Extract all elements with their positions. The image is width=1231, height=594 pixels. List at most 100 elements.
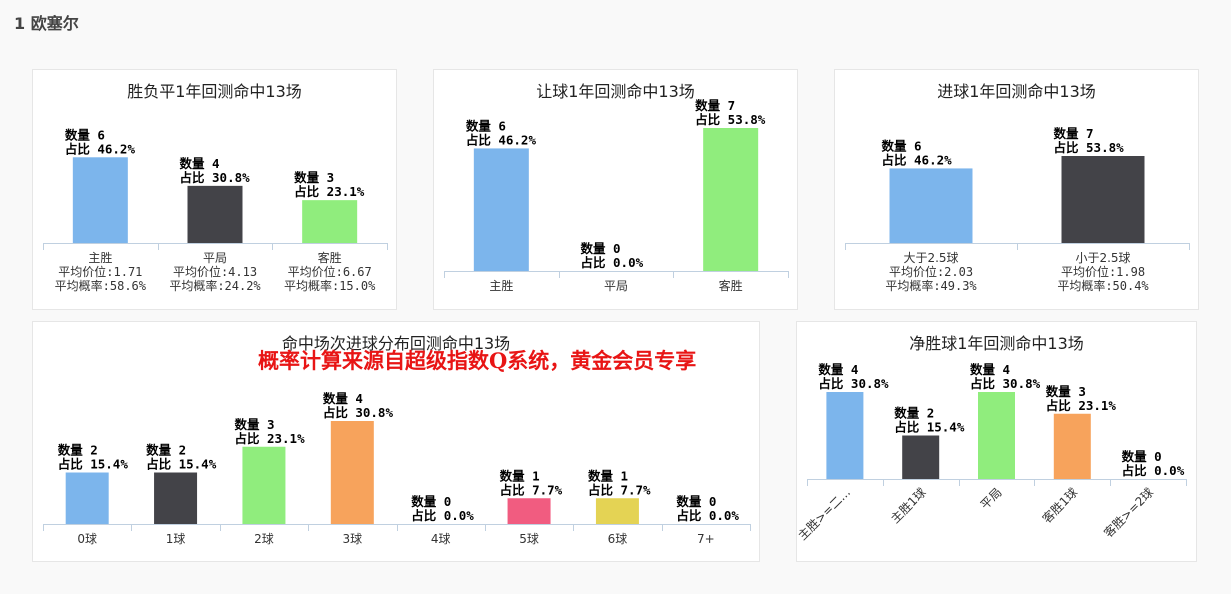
- bar-3: [703, 128, 759, 271]
- promo-banner: 概率计算来源自超级指数Q系统，黄金会员专享: [258, 348, 697, 373]
- bar-count-label: 数量 1: [499, 468, 540, 483]
- bar-share-label: 占比 7.7%: [500, 482, 563, 497]
- chart-title: 命中场次进球分布回测命中13场: [281, 334, 511, 353]
- x-tick-label: 大于2.5球: [903, 251, 958, 265]
- bar-share-label: 占比 23.1%: [294, 184, 365, 199]
- bar-count-label: 数量 4: [817, 362, 858, 377]
- x-tick-label: 主胜: [489, 278, 513, 293]
- bar-count-label: 数量 1: [587, 468, 628, 483]
- goals-chart-panel: 进球1年回测命中13场 数量 6 占比 46.2% 大于2.5球 平均价位:2.03 平…: [834, 69, 1199, 310]
- bar-share-label: 占比 23.1%: [1046, 398, 1117, 413]
- bar-1: [889, 168, 973, 243]
- bar-1: [473, 148, 529, 271]
- bar-share-label: 占比 53.8%: [1054, 140, 1125, 155]
- x-tick-label: 平局: [978, 485, 1005, 512]
- x-tick-label: 客胜>=2球: [1101, 485, 1157, 541]
- x-sub-label: 平均价位:2.03: [889, 264, 973, 279]
- bar-share-label: 占比 0.0%: [581, 255, 644, 270]
- x-tick-label: 客胜: [719, 278, 743, 293]
- x-sub-label: 平均概率:15.0%: [284, 278, 376, 293]
- bar-share-label: 占比 7.7%: [588, 482, 651, 497]
- x-tick-label: 0球: [77, 532, 97, 546]
- x-sub-label: 平均概率:50.4%: [1057, 278, 1149, 293]
- bar-count-label: 数量 4: [322, 391, 363, 406]
- x-tick-label: 4球: [431, 532, 451, 546]
- x-sub-label: 平均价位:6.67: [288, 264, 372, 279]
- x-tick-label: 1球: [166, 532, 186, 546]
- goal-difference-chart-panel: 净胜球1年回测命中13场 数量 4 占比 30.8% 主胜>=二... 数量 2 占比 …: [795, 321, 1197, 562]
- bar-share-label: 占比 46.2%: [65, 141, 136, 156]
- chart-title: 让球1年回测命中13场: [536, 82, 695, 101]
- x-tick-label: 客胜1球: [1039, 485, 1080, 526]
- bar-6: [507, 498, 551, 524]
- bar-count-label: 数量 2: [57, 443, 98, 458]
- bar-2: [902, 435, 940, 479]
- bar-1: [826, 392, 864, 479]
- bar-2: [154, 472, 198, 524]
- handicap-chart-panel: 让球1年回测命中13场 数量 6 占比 46.2% 主胜 数量 0 占比 0.0% 平局数…: [433, 69, 798, 310]
- bar-count-label: 数量 0: [580, 241, 621, 256]
- bar-count-label: 数量 7: [694, 98, 735, 113]
- goal-distribution-chart-panel: 命中场次进球分布回测命中13场 数量 2 占比 15.4% 0球 数量 2 占比 15.…: [32, 321, 760, 562]
- x-sub-label: 平均概率:24.2%: [169, 278, 261, 293]
- bar-count-label: 数量 4: [969, 362, 1010, 377]
- bar-count-label: 数量 0: [410, 494, 451, 509]
- bar-count-label: 数量 3: [1045, 384, 1086, 399]
- bar-count-label: 数量 2: [893, 406, 934, 421]
- bar-count-label: 数量 7: [1053, 126, 1094, 141]
- bar-count-label: 数量 3: [293, 170, 334, 185]
- x-tick-label: 客胜: [318, 250, 342, 265]
- chart-title: 进球1年回测命中13场: [937, 82, 1096, 101]
- bar-count-label: 数量 6: [881, 138, 922, 153]
- bar-2: [1061, 156, 1145, 243]
- x-sub-label: 平均价位:4.13: [173, 264, 257, 279]
- x-tick-label: 平局: [604, 279, 628, 293]
- bar-count-label: 数量 6: [64, 127, 105, 142]
- x-tick-label: 主胜>=二...: [795, 485, 853, 543]
- bar-share-label: 占比 15.4%: [146, 457, 217, 472]
- bar-share-label: 占比 46.2%: [882, 152, 953, 167]
- x-tick-label: 主胜1球: [887, 485, 928, 526]
- bar-share-label: 占比 46.2%: [466, 132, 537, 147]
- bar-share-label: 占比 30.8%: [180, 170, 251, 185]
- bar-count-label: 数量 6: [465, 118, 506, 133]
- x-tick-label: 小于2.5球: [1075, 251, 1130, 265]
- bar-count-label: 数量 3: [233, 417, 274, 432]
- bar-count-label: 数量 4: [179, 156, 220, 171]
- bar-share-label: 占比 0.0%: [411, 508, 474, 523]
- x-sub-label: 平均概率:49.3%: [885, 278, 977, 293]
- bar-2: [187, 185, 243, 243]
- x-sub-label: 平均价位:1.98: [1061, 264, 1145, 279]
- x-sub-label: 平均概率:58.6%: [55, 278, 147, 293]
- bar-3: [978, 392, 1015, 479]
- handicap-chart: 数量 6占比 46.2% 主胜 数量 0占比 0.0% 平局 数量 7占比 53.8% 客…: [444, 98, 789, 293]
- bar-share-label: 占比 15.4%: [58, 457, 129, 472]
- bar-count-label: 数量 0: [675, 494, 716, 509]
- x-tick-label: 主胜: [88, 250, 112, 265]
- x-tick-label: 3球: [342, 532, 362, 546]
- win-draw-loss-chart-panel: 胜负平1年回测命中13场 数量 6 占比 46.2% 主胜 平均价位:1.71 平均概率…: [32, 69, 397, 310]
- bar-3: [302, 200, 358, 243]
- x-sub-label: 平均价位:1.71: [58, 264, 142, 279]
- bar-share-label: 占比 53.8%: [695, 112, 766, 127]
- bar-share-label: 占比 0.0%: [1122, 463, 1185, 478]
- bar-share-label: 占比 23.1%: [234, 431, 305, 446]
- bar-1: [65, 472, 109, 524]
- x-tick-label: 6球: [608, 532, 628, 546]
- bar-7: [595, 498, 639, 524]
- bar-4: [330, 421, 374, 524]
- page-title: 1 欧塞尔: [14, 14, 79, 33]
- x-tick-label: 平局: [203, 251, 227, 265]
- bar-share-label: 占比 30.8%: [818, 376, 889, 391]
- bar-3: [242, 446, 286, 524]
- bar-share-label: 占比 0.0%: [676, 508, 739, 523]
- bar-share-label: 占比 15.4%: [894, 420, 965, 435]
- x-tick-label: 7+: [697, 532, 715, 546]
- bar-4: [1053, 413, 1091, 479]
- chart-title: 净胜球1年回测命中13场: [909, 334, 1084, 353]
- bar-share-label: 占比 30.8%: [323, 405, 394, 420]
